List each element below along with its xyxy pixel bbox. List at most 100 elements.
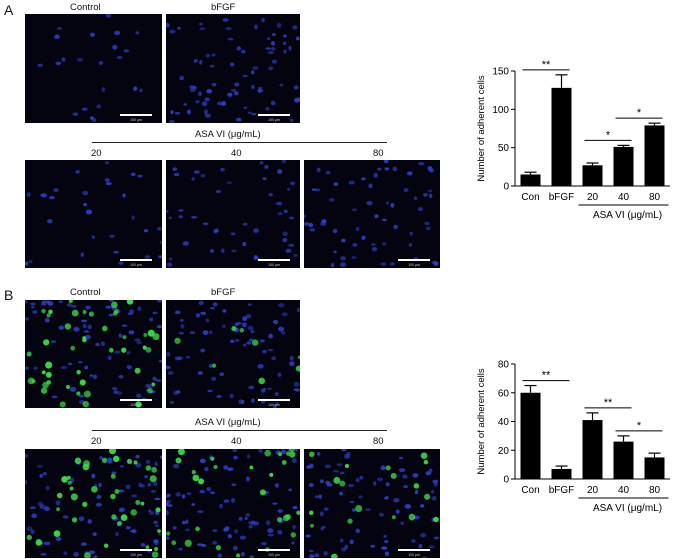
nucleus-dot xyxy=(144,475,149,479)
nucleus-dot xyxy=(158,533,162,536)
nucleus-dot xyxy=(390,202,395,208)
nucleus-dot xyxy=(248,524,253,529)
nucleus-dot xyxy=(118,374,124,379)
nucleus-dot xyxy=(271,356,276,361)
green-cell-dot xyxy=(116,521,122,527)
nucleus-dot xyxy=(411,538,416,543)
nucleus-dot xyxy=(278,326,285,332)
nucleus-dot xyxy=(92,374,98,379)
label-bfgf-b: bFGF xyxy=(211,287,236,298)
nucleus-dot xyxy=(243,106,248,109)
nucleus-dot xyxy=(242,74,248,78)
nucleus-dot xyxy=(402,485,409,489)
nucleus-dot xyxy=(217,553,222,558)
nucleus-dot xyxy=(289,361,295,367)
nucleus-dot xyxy=(395,509,400,514)
nucleus-dot xyxy=(96,104,102,109)
nucleus-dot xyxy=(268,66,274,71)
bar-bFGF xyxy=(551,87,572,186)
nucleus-dot xyxy=(280,449,287,455)
nucleus-dot xyxy=(352,242,358,247)
nucleus-dot xyxy=(403,188,409,193)
nucleus-dot xyxy=(137,306,142,312)
nucleus-dot xyxy=(365,508,371,512)
nucleus-dot xyxy=(282,41,287,46)
nucleus-dot xyxy=(85,305,91,310)
nucleus-dot xyxy=(117,391,122,395)
nucleus-dot xyxy=(355,477,360,483)
nucleus-dot xyxy=(384,167,390,171)
nucleus-dot xyxy=(288,45,292,51)
nucleus-dot xyxy=(257,363,264,369)
nucleus-dot xyxy=(267,348,274,352)
nucleus-dot xyxy=(111,471,117,475)
scale-bar xyxy=(398,259,430,261)
nucleus-dot xyxy=(274,392,279,396)
nucleus-dot xyxy=(150,490,156,493)
nucleus-dot xyxy=(230,88,237,93)
label-40-a: 40 xyxy=(231,148,242,159)
nucleus-dot xyxy=(29,506,36,510)
green-cell-dot xyxy=(82,501,88,508)
nucleus-dot xyxy=(424,221,430,226)
category-label: 20 xyxy=(587,192,599,203)
nucleus-dot xyxy=(172,526,177,530)
bar-bFGF xyxy=(551,468,572,479)
nucleus-dot xyxy=(25,366,30,370)
green-cell-dot xyxy=(211,363,217,368)
nucleus-dot xyxy=(40,300,47,306)
nucleus-dot xyxy=(257,88,262,93)
nucleus-dot xyxy=(69,386,77,392)
green-cell-dot xyxy=(339,480,346,487)
nucleus-dot xyxy=(413,196,418,201)
nucleus-dot xyxy=(178,209,184,212)
nucleus-dot xyxy=(206,487,211,492)
scale-bar-label: 100 μm xyxy=(268,403,280,407)
nucleus-dot xyxy=(154,461,158,467)
nucleus-dot xyxy=(223,527,228,532)
nucleus-dot xyxy=(145,459,151,465)
green-cell-dot xyxy=(147,329,155,337)
nucleus-dot xyxy=(83,203,88,207)
green-cell-dot xyxy=(288,449,295,453)
scale-bar-label: 100 μm xyxy=(268,118,280,122)
nucleus-dot xyxy=(87,519,92,524)
green-cell-dot xyxy=(289,451,296,458)
nucleus-dot xyxy=(168,216,173,219)
green-cell-dot xyxy=(145,346,152,353)
micrograph-a-bfgf: 100 μm xyxy=(166,14,300,123)
nucleus-dot xyxy=(376,167,382,171)
nucleus-dot xyxy=(409,231,413,236)
green-cell-dot xyxy=(258,377,266,385)
green-cell-dot xyxy=(41,370,46,375)
nucleus-dot xyxy=(221,101,227,106)
nucleus-dot xyxy=(295,388,300,392)
scale-bar xyxy=(120,114,152,116)
nucleus-dot xyxy=(82,190,89,196)
green-cell-dot xyxy=(56,507,60,512)
bar-80 xyxy=(644,125,665,186)
nucleus-dot xyxy=(75,169,80,174)
nucleus-dot xyxy=(355,226,360,232)
nucleus-dot xyxy=(139,88,143,93)
nucleus-dot xyxy=(200,173,206,178)
green-cell-dot xyxy=(130,509,138,516)
nucleus-dot xyxy=(175,492,181,497)
scale-bar xyxy=(258,114,290,116)
nucleus-dot xyxy=(280,330,286,335)
green-cell-dot xyxy=(195,526,200,532)
green-cell-dot xyxy=(231,326,237,332)
nucleus-dot xyxy=(241,399,245,404)
nucleus-dot xyxy=(134,338,141,342)
nucleus-dot xyxy=(199,489,206,494)
green-cell-dot xyxy=(122,335,127,340)
y-tick-label: 0 xyxy=(503,475,509,486)
nucleus-dot xyxy=(105,14,112,18)
nucleus-dot xyxy=(293,253,298,257)
nucleus-dot xyxy=(352,508,356,512)
nucleus-dot xyxy=(51,395,58,399)
nucleus-dot xyxy=(154,524,159,528)
nucleus-dot xyxy=(80,252,85,257)
nucleus-dot xyxy=(173,390,179,396)
green-cell-dot xyxy=(149,475,157,483)
